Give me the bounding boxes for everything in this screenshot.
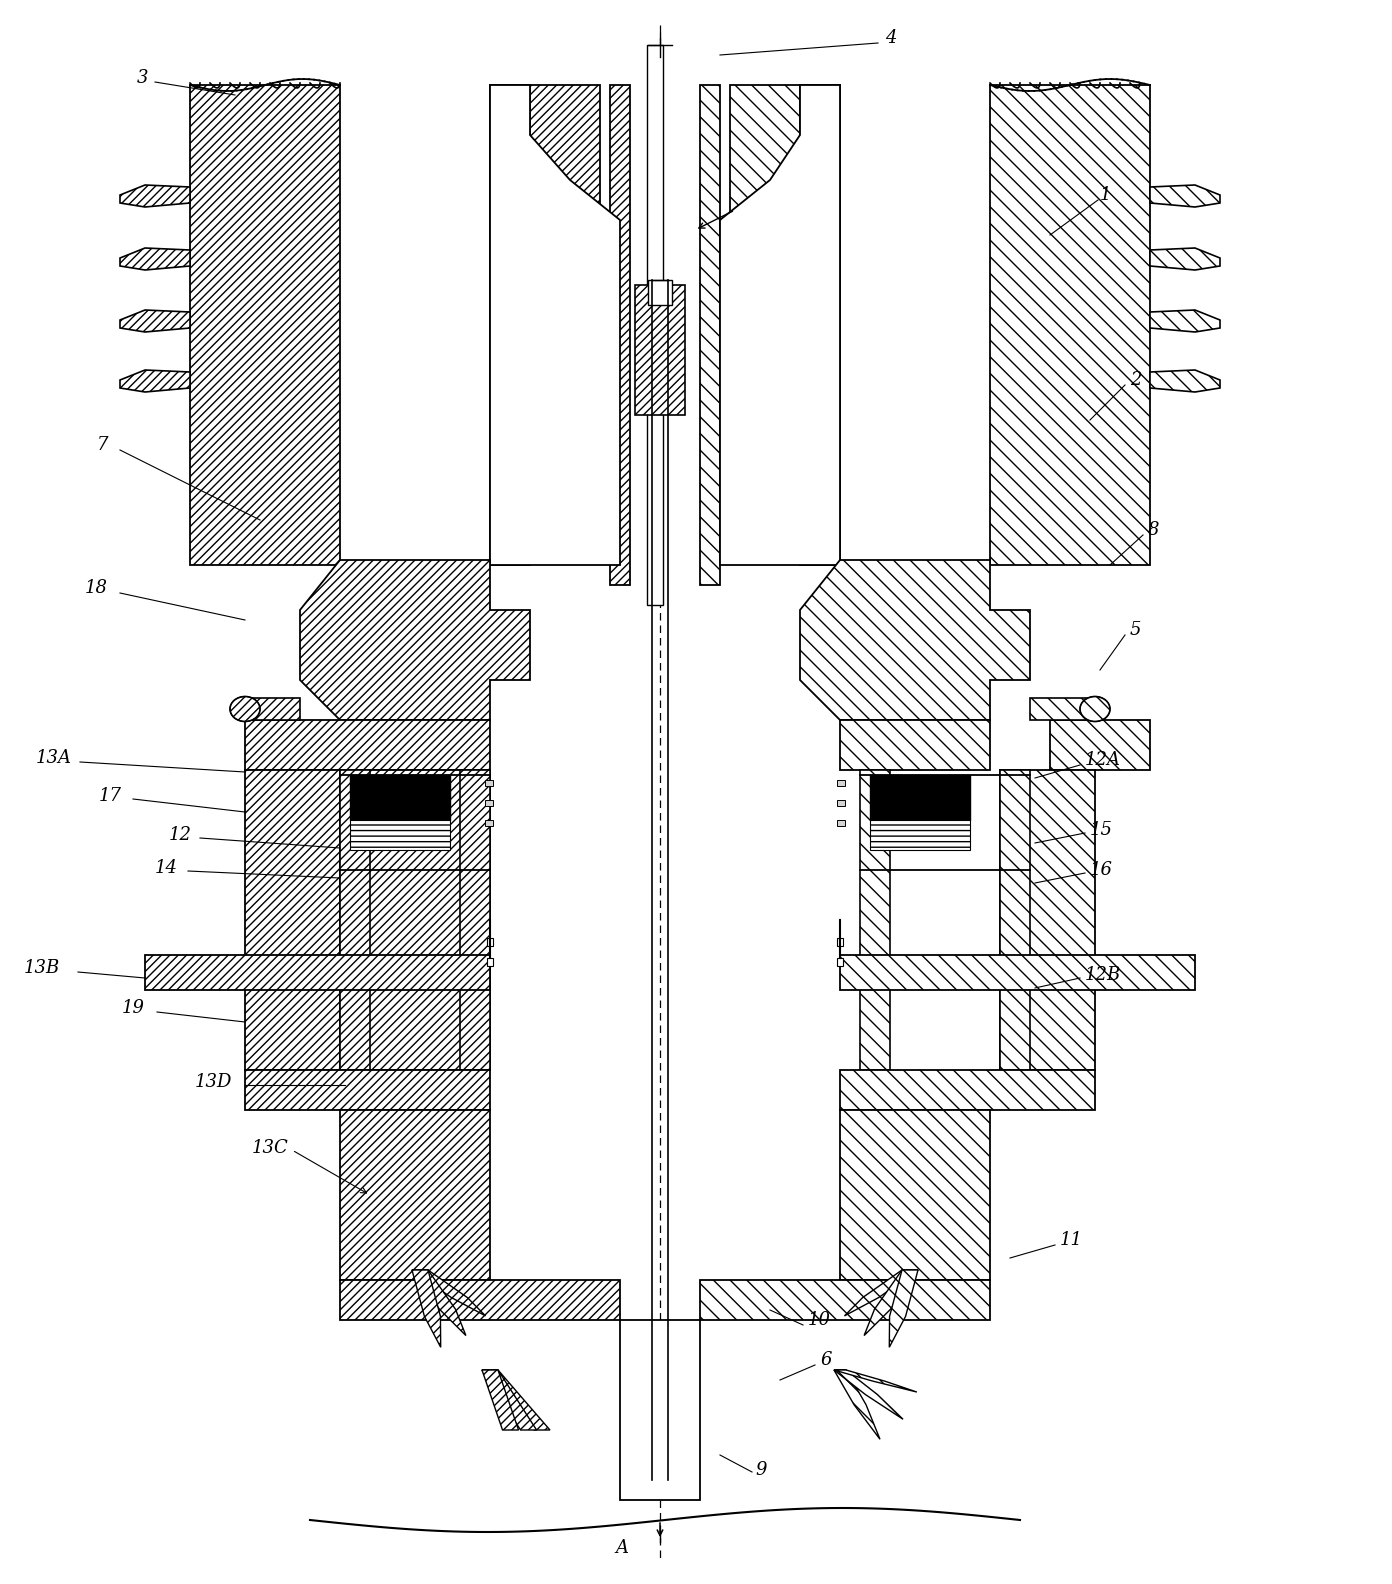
- Polygon shape: [490, 86, 530, 565]
- Polygon shape: [1030, 699, 1096, 721]
- Polygon shape: [837, 800, 845, 806]
- Polygon shape: [120, 371, 189, 391]
- Polygon shape: [412, 1270, 441, 1348]
- Polygon shape: [834, 1370, 917, 1392]
- Polygon shape: [490, 86, 619, 565]
- Polygon shape: [189, 86, 340, 565]
- Polygon shape: [1150, 185, 1219, 208]
- Text: 3: 3: [136, 70, 148, 87]
- Polygon shape: [837, 821, 845, 825]
- Polygon shape: [729, 86, 800, 285]
- Polygon shape: [864, 1270, 917, 1335]
- Polygon shape: [412, 1270, 486, 1316]
- Polygon shape: [145, 955, 490, 990]
- Polygon shape: [530, 86, 600, 285]
- Text: 7: 7: [96, 436, 109, 455]
- Text: 12A: 12A: [1084, 751, 1121, 768]
- Polygon shape: [245, 770, 340, 1071]
- Polygon shape: [301, 561, 530, 721]
- Polygon shape: [349, 821, 450, 851]
- Polygon shape: [120, 310, 189, 333]
- Polygon shape: [1150, 310, 1219, 333]
- Text: 4: 4: [885, 29, 896, 48]
- Polygon shape: [487, 958, 493, 966]
- Polygon shape: [860, 770, 889, 1071]
- Polygon shape: [999, 770, 1096, 1071]
- Polygon shape: [845, 1270, 917, 1316]
- Text: 9: 9: [754, 1460, 767, 1479]
- Polygon shape: [120, 249, 189, 269]
- Text: 1: 1: [1100, 185, 1111, 204]
- Polygon shape: [619, 1319, 700, 1500]
- Polygon shape: [340, 770, 490, 1071]
- Polygon shape: [412, 1270, 466, 1335]
- Polygon shape: [837, 779, 845, 786]
- Text: 13C: 13C: [251, 1139, 288, 1156]
- Polygon shape: [635, 285, 685, 415]
- Text: 16: 16: [1090, 862, 1114, 879]
- Polygon shape: [484, 821, 493, 825]
- Text: 5: 5: [1130, 621, 1141, 638]
- Polygon shape: [120, 185, 189, 208]
- Polygon shape: [839, 1071, 1096, 1110]
- Polygon shape: [340, 770, 370, 1071]
- Polygon shape: [1150, 249, 1219, 269]
- Text: 10: 10: [807, 1312, 831, 1329]
- Polygon shape: [700, 86, 720, 584]
- Polygon shape: [487, 938, 493, 946]
- Polygon shape: [647, 44, 663, 605]
- Polygon shape: [349, 775, 450, 821]
- Text: 14: 14: [155, 859, 178, 878]
- Polygon shape: [834, 1370, 903, 1419]
- Text: 13D: 13D: [195, 1072, 232, 1091]
- Polygon shape: [610, 86, 631, 584]
- Text: 12: 12: [168, 825, 192, 844]
- Polygon shape: [1150, 371, 1219, 391]
- Polygon shape: [839, 955, 1194, 990]
- Text: 6: 6: [820, 1351, 831, 1369]
- Polygon shape: [649, 280, 672, 306]
- Polygon shape: [834, 1370, 880, 1440]
- Text: 13B: 13B: [24, 958, 60, 977]
- Text: 18: 18: [85, 580, 109, 597]
- Polygon shape: [484, 779, 493, 786]
- Polygon shape: [990, 86, 1150, 565]
- Polygon shape: [720, 86, 839, 565]
- Polygon shape: [245, 699, 301, 721]
- Text: 13A: 13A: [36, 749, 72, 767]
- Polygon shape: [837, 938, 844, 946]
- Polygon shape: [482, 1370, 536, 1430]
- Polygon shape: [837, 958, 844, 966]
- Polygon shape: [999, 770, 1030, 1071]
- Polygon shape: [482, 1370, 519, 1430]
- Ellipse shape: [230, 697, 260, 721]
- Ellipse shape: [1080, 697, 1109, 721]
- Polygon shape: [340, 1110, 490, 1280]
- Text: 15: 15: [1090, 821, 1114, 840]
- Polygon shape: [1050, 721, 1150, 770]
- Text: A: A: [615, 1540, 629, 1557]
- Polygon shape: [245, 1071, 490, 1110]
- Polygon shape: [245, 721, 490, 770]
- Text: 12B: 12B: [1084, 966, 1121, 984]
- Polygon shape: [839, 721, 990, 770]
- Text: 17: 17: [99, 787, 122, 805]
- Polygon shape: [870, 821, 970, 851]
- Polygon shape: [482, 1370, 550, 1430]
- Polygon shape: [700, 1280, 990, 1319]
- Text: 2: 2: [1130, 371, 1141, 390]
- Polygon shape: [340, 1280, 619, 1319]
- Polygon shape: [889, 1270, 917, 1348]
- Text: 8: 8: [1148, 521, 1160, 539]
- Polygon shape: [800, 561, 1030, 721]
- Text: 19: 19: [122, 1000, 145, 1017]
- Polygon shape: [800, 86, 839, 565]
- Text: 11: 11: [1059, 1231, 1083, 1250]
- Polygon shape: [459, 770, 490, 1071]
- Polygon shape: [870, 775, 970, 821]
- Polygon shape: [839, 1110, 990, 1280]
- Polygon shape: [484, 800, 493, 806]
